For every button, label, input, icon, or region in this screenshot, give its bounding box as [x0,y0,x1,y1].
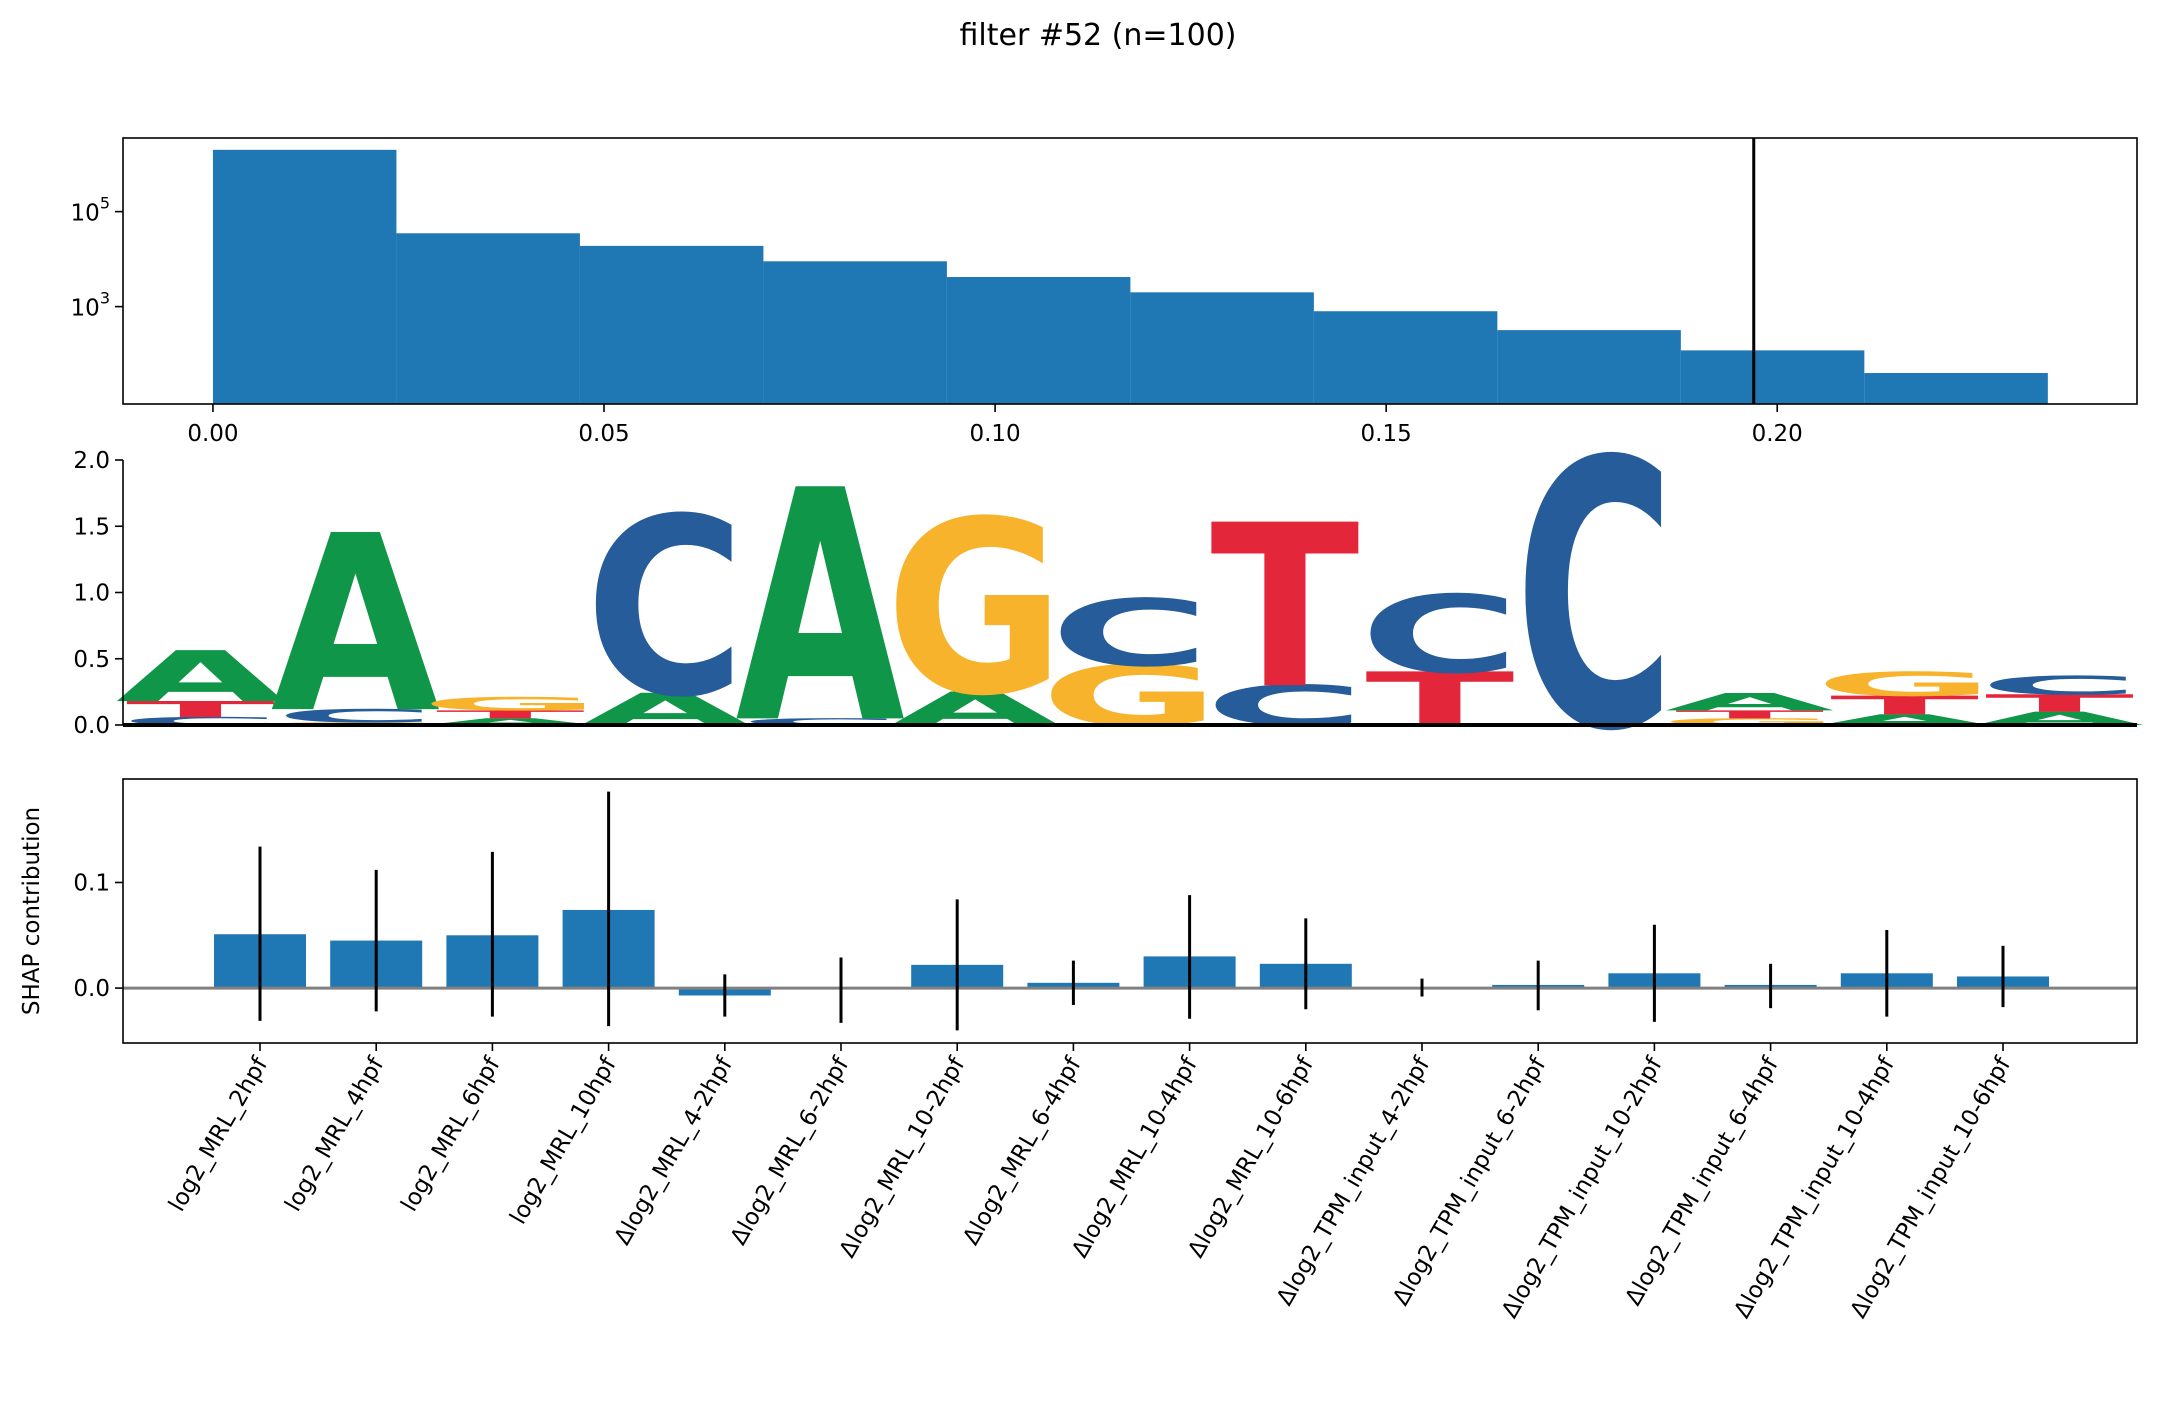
logo-letter-T: T [1675,708,1824,721]
shap-x-tick-label: log2_MRL_2hpf [164,1052,274,1216]
shap-x-tick-label: Δlog2_MRL_4-2hpf [610,1052,739,1249]
tick-exponent: 3 [100,289,110,308]
logo-letter-G: G [1660,716,1840,727]
logo-y-tick-label: 1.0 [73,581,110,607]
logo-letter-A: A [1665,688,1834,716]
logo-letter-T: T [1210,478,1359,739]
logo-letter-T: T [126,697,275,723]
tick-exponent: 5 [100,194,110,213]
logo-letter-G: G [885,471,1065,750]
shap-x-tick-label: Δlog2_MRL_10-4hpf [1067,1052,1203,1262]
logo-letter-C: C [1979,671,2140,701]
tick-base: 10 [71,201,100,227]
histogram-bar [212,149,397,404]
logo-letter-A: A [736,423,907,794]
shap-x-tick-label: Δlog2_MRL_6-2hpf [726,1052,855,1249]
shap-y-axis-label: SHAP contribution [19,807,45,1015]
histogram-bar [1313,311,1498,404]
logo-letters: CTAGCAATGACCAAGGCCTTCCGTAATGATC [116,385,2144,813]
logo-letter-C: C [1515,385,1676,813]
shap-y-ticks: 0.0 0.1 [73,870,123,1002]
logo-panel: CTAGCAATGACCAAGGCCTTCCGTAATGATC 0.0 0.5 1.… [73,385,2144,813]
logo-letter-A: A [116,637,285,718]
shap-x-tick-label: Δlog2_MRL_10-2hpf [835,1052,971,1262]
tick-base: 10 [71,296,100,322]
histogram-x-ticks: 0.00 0.05 0.10 0.15 0.20 [187,404,1803,447]
shap-frame [122,778,2138,1044]
histogram-x-tick-label: 0.10 [969,421,1020,447]
logo-letter-G: G [1815,665,1995,704]
logo-y-ticks: 0.0 0.5 1.0 1.5 2.0 [73,448,123,739]
histogram-y-tick-label: 105 [71,194,110,227]
histogram-x-tick-label: 0.05 [578,421,629,447]
histogram-x-tick-label: 0.20 [1752,421,1803,447]
logo-letter-C: C [1050,580,1211,687]
histogram-bar [946,277,1131,404]
histogram-bar [1864,373,2048,404]
histogram-bars [212,149,2048,404]
logo-letter-G: G [1040,648,1220,744]
shap-x-tick-label: Δlog2_MRL_10-6hpf [1183,1052,1319,1262]
shap-error-bars [258,791,2005,1031]
histogram-bar [579,245,764,404]
histogram-bar [763,261,947,404]
logo-letter-C: C [1205,674,1366,738]
logo-letter-A: A [890,682,1059,736]
histogram-frame [122,137,2138,405]
shap-x-tick-label: log2_MRL_6hpf [396,1052,506,1216]
histogram-x-tick-label: 0.00 [187,421,238,447]
logo-letter-A: A [581,684,750,735]
histogram-bar [1130,292,1314,404]
logo-y-tick-label: 1.5 [73,514,110,540]
logo-letter-C: C [585,466,746,751]
histogram-bar [1680,350,1865,404]
logo-letter-C: C [1360,573,1521,698]
logo-letter-T: T [1365,657,1514,742]
shap-y-tick-label: 0.1 [73,870,110,896]
shap-panel: 0.00.1 log2_MRL_2hpf log2_MRL_4hpf log2_MR… [19,778,2138,1323]
shap-x-tick-label: Δlog2_MRL_6-4hpf [958,1052,1087,1249]
logo-letter-G: G [421,693,601,714]
logo-y-tick-label: 2.0 [73,448,110,474]
shap-x-tick-label: log2_MRL_10hpf [505,1052,622,1228]
histogram-y-tick-label: 103 [71,289,110,322]
histogram-x-tick-label: 0.15 [1361,421,1412,447]
shap-y-tick-label: 0.0 [73,976,110,1002]
logo-letter-C: C [275,705,435,726]
logo-letter-T: T [1830,690,1979,720]
shap-x-ticks: log2_MRL_2hpf log2_MRL_4hpf log2_MRL_6hpf l… [164,1043,2017,1323]
logo-letter-A: A [271,483,440,767]
shap-x-tick-label: log2_MRL_4hpf [280,1052,390,1216]
logo-letter-T: T [436,708,585,721]
shap-bars [214,909,2049,996]
histogram-bar [1497,330,1681,404]
logo-y-tick-label: 0.0 [73,713,110,739]
figure-title: filter #52 (n=100) [960,18,1237,53]
logo-letter-C: C [740,716,901,727]
logo-y-tick-label: 0.5 [73,647,110,673]
logo-letter-T: T [1985,690,2134,718]
logo-letter-A: A [426,716,596,727]
histogram-bar [396,233,580,404]
